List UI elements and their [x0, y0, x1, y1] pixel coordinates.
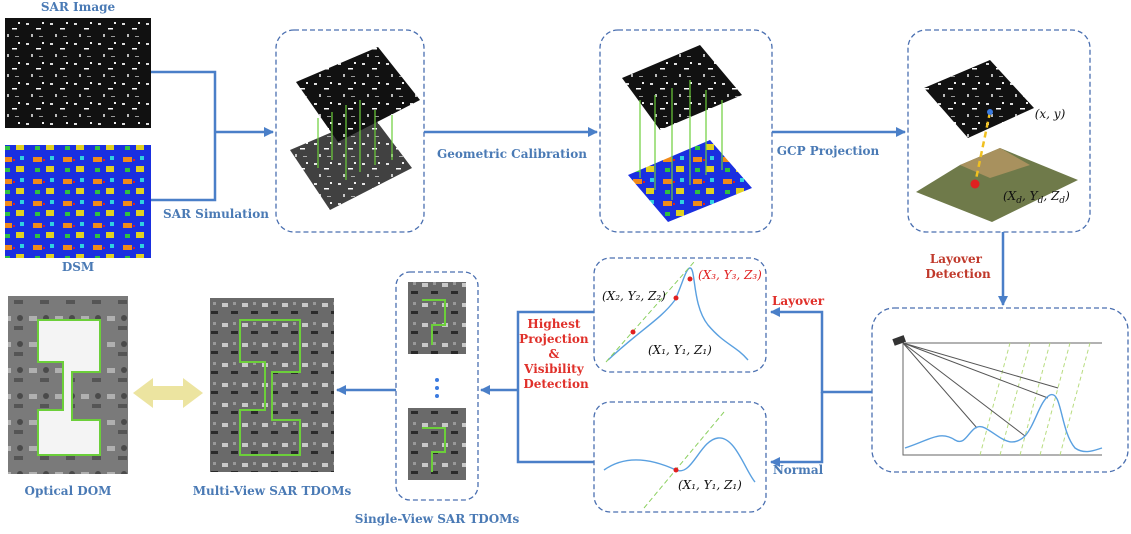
branch-label: Layover — [772, 294, 825, 308]
coord-part: (X — [1003, 189, 1017, 203]
point — [688, 277, 693, 282]
terrain-curve — [604, 438, 755, 482]
simulated-slab — [290, 115, 412, 210]
comparison-arrow — [133, 378, 203, 408]
line: & — [548, 347, 559, 361]
point-label: (X₁, Y₁, Z₁) — [678, 478, 742, 492]
line: Layover — [930, 252, 983, 266]
dsm-image — [5, 145, 151, 258]
line: Highest — [527, 317, 580, 331]
single-view-image — [408, 408, 466, 480]
coord-part: ) — [1064, 189, 1070, 203]
geometry — [892, 335, 1102, 455]
line: Projection — [519, 332, 589, 346]
geometry-box — [872, 308, 1128, 472]
point — [674, 296, 679, 301]
step-label: Geometric Calibration — [437, 147, 587, 161]
ray — [644, 412, 724, 508]
coord-part: , Z — [1043, 189, 1060, 203]
point-label: (X₃, Y₃, Z₃) — [698, 268, 762, 282]
arrow — [771, 312, 872, 392]
sar-slab — [924, 60, 1034, 138]
ellipsis — [435, 378, 439, 398]
workflow-diagram: SAR Image DSM SAR Simulation Geometric C… — [0, 0, 1131, 534]
connector — [151, 72, 215, 200]
coord-part: , Y — [1022, 189, 1039, 203]
branch-label: Normal — [773, 463, 824, 477]
step-label: Layover Detection — [925, 252, 991, 281]
visibility-label: Highest Projection & Visibility Detectio… — [519, 317, 593, 391]
line: Detection — [523, 377, 589, 391]
sar-image — [5, 18, 151, 128]
output-label: Single-View SAR TDOMs — [355, 512, 520, 526]
line: Detection — [925, 267, 991, 281]
output-label: Optical DOM — [25, 484, 112, 498]
image-coord: (x, y) — [1035, 107, 1066, 121]
step-label: GCP Projection — [777, 144, 880, 158]
point-label: (X₁, Y₁, Z₁) — [648, 343, 712, 357]
point-label: (X₂, Y₂, Z₂) — [602, 289, 666, 303]
output-label: Multi-View SAR TDOMs — [193, 484, 352, 498]
image-point — [987, 109, 993, 115]
point — [631, 330, 636, 335]
dsm-label: DSM — [62, 260, 94, 274]
ground-point — [971, 180, 980, 189]
point — [674, 468, 679, 473]
single-view-image — [408, 282, 466, 354]
line: Visibility — [523, 362, 585, 376]
arrow — [771, 392, 822, 462]
sar-image-label: SAR Image — [41, 0, 116, 14]
step-label: SAR Simulation — [163, 207, 269, 221]
